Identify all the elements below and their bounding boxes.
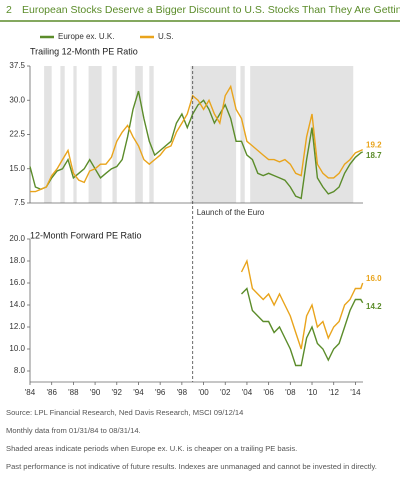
- y-tick-label: 18.0: [9, 256, 25, 265]
- x-tick-label: '10: [307, 388, 318, 397]
- y-tick-label: 8.0: [14, 366, 26, 375]
- note: Monthly data from 01/31/84 to 08/31/14.: [6, 426, 141, 435]
- series-line: [30, 84, 363, 193]
- shaded-period: [88, 66, 102, 203]
- y-tick-label: 14.0: [9, 300, 25, 309]
- series-line: [240, 258, 364, 350]
- legend-label: Europe ex. U.K.: [58, 32, 114, 41]
- y-tick-label: 16.0: [9, 278, 25, 287]
- chart-title: European Stocks Deserve a Bigger Discoun…: [22, 4, 400, 16]
- x-tick-label: '08: [285, 388, 296, 397]
- x-tick-label: '84: [25, 388, 36, 397]
- note: Source: LPL Financial Research, Ned Davi…: [6, 408, 243, 417]
- note: Shaded areas indicate periods when Europ…: [6, 444, 297, 453]
- shaded-period: [149, 66, 154, 203]
- shaded-period: [240, 66, 245, 203]
- annotation-text: Launch of the Euro: [197, 208, 265, 217]
- y-tick-label: 22.5: [9, 130, 25, 139]
- note: Past performance is not indicative of fu…: [6, 462, 377, 471]
- y-tick-label: 15.0: [9, 164, 25, 173]
- x-tick-label: '12: [328, 388, 339, 397]
- x-tick-label: '88: [68, 388, 79, 397]
- shaded-period: [60, 66, 65, 203]
- panel-title: Trailing 12-Month PE Ratio: [30, 46, 138, 56]
- legend-label: U.S.: [158, 32, 174, 41]
- shaded-period: [73, 66, 77, 203]
- x-tick-label: '98: [177, 388, 188, 397]
- y-tick-label: 10.0: [9, 344, 25, 353]
- series-line: [241, 287, 364, 367]
- shaded-period: [135, 66, 143, 203]
- x-tick-label: '02: [220, 388, 231, 397]
- y-tick-label: 30.0: [9, 95, 25, 104]
- x-tick-label: '14: [350, 388, 361, 397]
- end-label: 19.2: [366, 141, 382, 150]
- x-tick-label: '92: [112, 388, 123, 397]
- panel-title: 12-Month Forward PE Ratio: [30, 230, 142, 240]
- shaded-period: [112, 66, 117, 203]
- x-tick-label: '94: [133, 388, 144, 397]
- x-tick-label: '96: [155, 388, 166, 397]
- y-tick-label: 12.0: [9, 322, 25, 331]
- end-label: 14.2: [366, 302, 382, 311]
- shaded-period: [250, 66, 354, 203]
- x-tick-label: '90: [90, 388, 101, 397]
- shaded-period: [44, 66, 52, 203]
- end-label: 18.7: [366, 151, 382, 160]
- y-tick-label: 37.5: [9, 61, 25, 70]
- y-tick-label: 7.5: [14, 198, 26, 207]
- x-tick-label: '06: [263, 388, 274, 397]
- x-tick-label: '04: [242, 388, 253, 397]
- y-tick-label: 20.0: [9, 234, 25, 243]
- x-tick-label: '86: [46, 388, 57, 397]
- x-tick-label: '00: [198, 388, 209, 397]
- shaded-period: [190, 66, 237, 203]
- figure-number: 2: [6, 4, 12, 16]
- series-line: [29, 90, 363, 200]
- end-label: 16.0: [366, 274, 382, 283]
